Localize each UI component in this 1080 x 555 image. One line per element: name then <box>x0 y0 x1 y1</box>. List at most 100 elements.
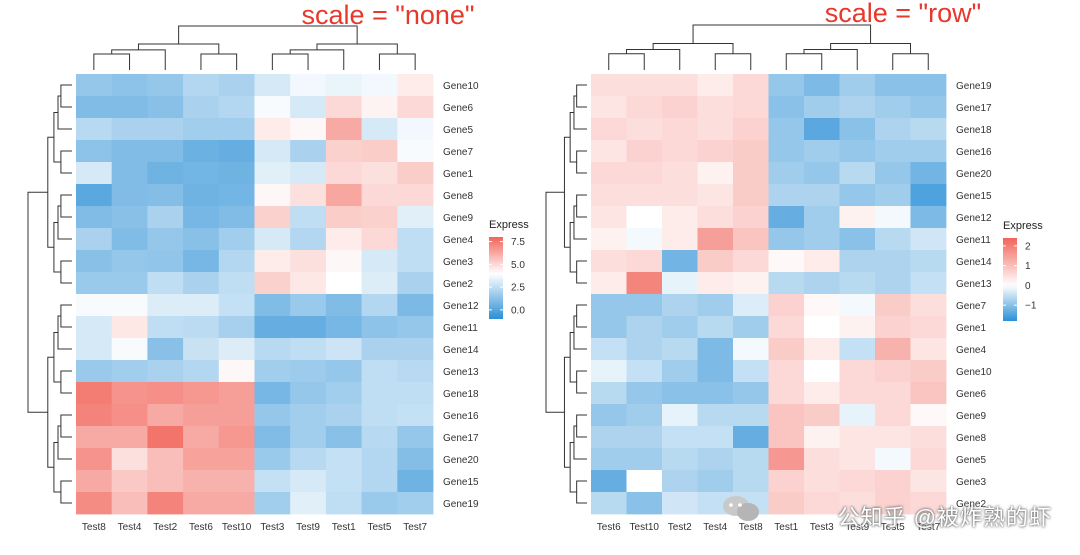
heatmap-cell-gene16-test4 <box>111 404 148 427</box>
heatmap-cell-gene3-test5 <box>361 250 398 273</box>
heatmap-cell-gene13-test5 <box>875 272 911 295</box>
heatmap-cell-gene18-test7 <box>910 118 947 141</box>
heatmap-cell-gene12-test5 <box>875 206 911 229</box>
heatmap-cell-gene4-test8 <box>733 338 769 361</box>
row-dendrogram-branch <box>60 150 72 174</box>
heatmap-cell-gene1-test7 <box>397 162 434 185</box>
row-label-gene6: Gene6 <box>443 103 473 114</box>
row-dendrogram-branch <box>57 315 72 350</box>
heatmap-cell-gene2-test9 <box>839 492 876 515</box>
heatmap-cell-gene4-test10 <box>218 228 255 251</box>
row-label-gene2: Gene2 <box>443 279 473 290</box>
row-label-gene8: Gene8 <box>443 191 473 202</box>
heatmap-cell-gene20-test5 <box>361 448 398 471</box>
column-label-test2: Test2 <box>668 522 692 533</box>
column-label-test9: Test9 <box>845 522 869 533</box>
column-dendrogram-root <box>692 24 872 44</box>
heatmap-cell-gene6-test6 <box>591 382 627 405</box>
row-label-gene17: Gene17 <box>956 103 992 114</box>
heatmap-cell-gene17-test10 <box>626 96 663 119</box>
heatmap-cell-gene13-test10 <box>218 360 255 383</box>
heatmap-cell-gene15-test10 <box>626 184 663 207</box>
heatmap-cell-gene4-test1 <box>768 338 805 361</box>
heatmap-cell-gene4-test1 <box>325 228 362 251</box>
heatmap-cell-gene9-test3 <box>804 404 840 427</box>
heatmap-cell-gene11-test3 <box>254 316 291 339</box>
heatmap-cell-gene3-test1 <box>325 250 362 273</box>
heatmap-cell-gene20-test7 <box>397 448 434 471</box>
heatmap-cell-gene20-test8 <box>76 448 113 471</box>
heatmap-cell-gene11-test7 <box>910 228 947 251</box>
heatmap-cell-gene6-test8 <box>76 96 113 119</box>
heatmap-cell-gene10-test3 <box>254 74 291 97</box>
heatmap-cell-gene8-test5 <box>361 184 398 207</box>
heatmap-cell-gene14-test4 <box>697 250 734 273</box>
row-label-gene12: Gene12 <box>443 301 479 312</box>
heatmap-cell-gene18-test9 <box>290 382 327 405</box>
heatmap-cell-gene3-test3 <box>804 470 840 493</box>
heatmap-cell-gene15-test7 <box>910 184 947 207</box>
heatmap-cell-gene8-test10 <box>218 184 255 207</box>
heatmap-cell-gene5-test6 <box>183 118 220 141</box>
row-dendrogram-branch <box>569 332 577 383</box>
heatmap-cell-gene7-test9 <box>839 294 876 317</box>
heatmap-cell-gene7-test8 <box>733 294 769 317</box>
heatmap-cell-gene5-test2 <box>147 118 184 141</box>
heatmap-cell-gene13-test3 <box>804 272 840 295</box>
heatmap-cell-gene1-test1 <box>325 162 362 185</box>
heatmap-cell-gene5-test7 <box>397 118 434 141</box>
heatmap-cell-gene4-test10 <box>626 338 663 361</box>
heatmap-cell-gene16-test8 <box>76 404 113 427</box>
row-dendrogram-branch <box>60 84 72 108</box>
column-dendrogram-branch <box>608 53 645 70</box>
row-label-gene13: Gene13 <box>443 367 479 378</box>
heatmap-cell-gene7-test4 <box>111 140 148 163</box>
heatmap-cell-gene12-test3 <box>254 294 291 317</box>
heatmap-cell-gene6-test2 <box>147 96 184 119</box>
heatmap-cell-gene8-test4 <box>111 184 148 207</box>
heatmap-cell-gene14-test10 <box>626 250 663 273</box>
column-dendrogram-branch <box>803 48 858 70</box>
column-label-test10: Test10 <box>630 522 660 533</box>
column-dendrogram-branch <box>271 53 309 70</box>
heatmap-cell-gene5-test8 <box>76 118 113 141</box>
heatmap-cell-gene10-test7 <box>397 74 434 97</box>
row-label-gene6: Gene6 <box>956 389 986 400</box>
heatmap-cell-gene11-test1 <box>768 228 805 251</box>
heatmap-cell-gene19-test10 <box>626 74 663 97</box>
heatmap-cell-gene12-test1 <box>325 294 362 317</box>
heatmap-cell-gene13-test4 <box>111 360 148 383</box>
heatmap-cell-gene16-test5 <box>361 404 398 427</box>
heatmap-cell-gene20-test8 <box>733 162 769 185</box>
heatmap-cell-gene3-test3 <box>254 250 291 273</box>
heatmap-cell-gene19-test4 <box>111 492 148 515</box>
heatmap-cell-gene19-test10 <box>218 492 255 515</box>
heatmap-cell-gene19-test3 <box>804 74 840 97</box>
row-dendrogram-branch <box>53 332 61 383</box>
heatmap-cell-gene18-test5 <box>361 382 398 405</box>
heatmap-cell-gene15-test9 <box>290 470 327 493</box>
heatmap-cell-gene5-test5 <box>361 118 398 141</box>
heatmap-cell-gene4-test7 <box>397 228 434 251</box>
heatmap-cell-gene3-test4 <box>111 250 148 273</box>
heatmap-cell-gene17-test2 <box>662 96 698 119</box>
heatmap-cell-gene11-test2 <box>147 316 184 339</box>
row-dendrogram-branch <box>569 442 577 493</box>
heatmap-cell-gene20-test10 <box>218 448 255 471</box>
wechat-icon <box>723 496 759 521</box>
heatmap-cell-gene14-test1 <box>768 250 805 273</box>
heatmap-cell-gene14-test6 <box>183 338 220 361</box>
row-dendrogram-branch <box>60 260 72 284</box>
heatmap-cell-gene18-test4 <box>111 382 148 405</box>
heatmap-cell-gene1-test3 <box>804 316 840 339</box>
heatmap-cell-gene20-test1 <box>325 448 362 471</box>
legend-colorbar <box>1003 238 1017 321</box>
heatmap-cell-gene7-test9 <box>290 140 327 163</box>
heatmap-cell-gene4-test4 <box>111 228 148 251</box>
heatmap-cell-gene20-test3 <box>804 162 840 185</box>
heatmap-cell-gene20-test5 <box>875 162 911 185</box>
heatmap-cell-gene16-test5 <box>875 140 911 163</box>
heatmap-cell-gene5-test9 <box>290 118 327 141</box>
heatmap-cell-gene2-test1 <box>325 272 362 295</box>
heatmap-cell-gene6-test1 <box>768 382 805 405</box>
